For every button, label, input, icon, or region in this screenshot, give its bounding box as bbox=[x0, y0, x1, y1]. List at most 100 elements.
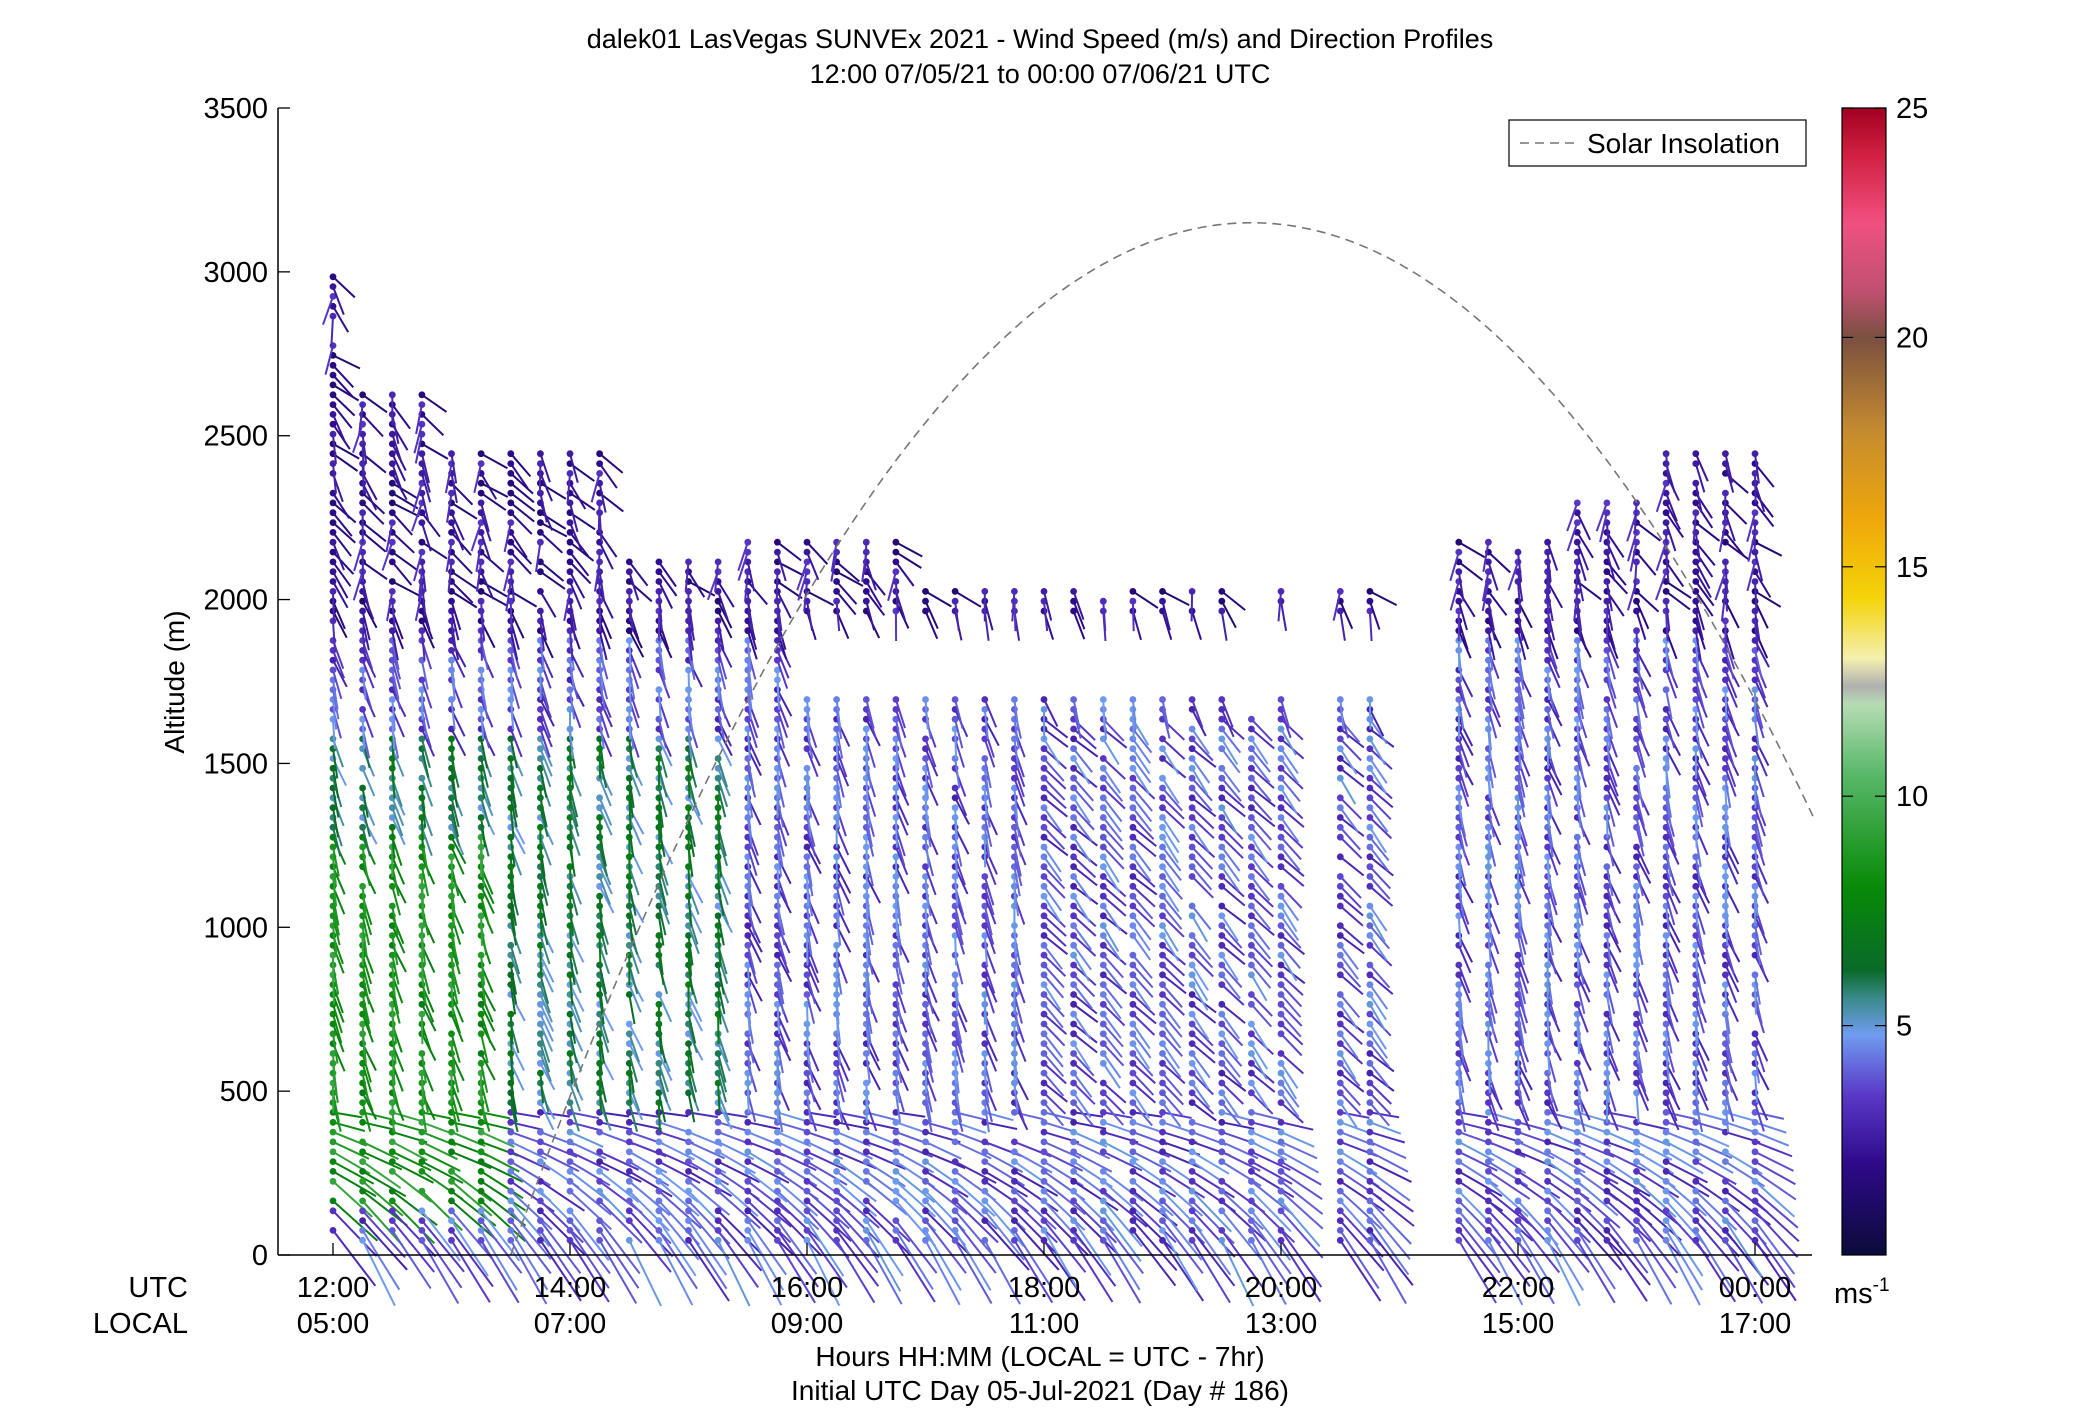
wind-barb-dot bbox=[655, 1148, 663, 1156]
wind-barb-shaft bbox=[830, 551, 838, 582]
wind-barb-shaft bbox=[835, 915, 842, 946]
wind-barb-shaft bbox=[539, 758, 552, 788]
wind-barb-shaft bbox=[1369, 1072, 1395, 1092]
wind-barb-shaft bbox=[450, 1092, 461, 1123]
wind-barb-shaft bbox=[420, 748, 430, 779]
wind-barb-shaft bbox=[806, 827, 817, 857]
wind-barb-dot bbox=[329, 951, 337, 959]
wind-barb-shaft bbox=[924, 1043, 933, 1074]
wind-barb-shaft bbox=[569, 787, 579, 818]
wind-barb-shaft bbox=[539, 1239, 582, 1302]
wind-barb-shaft bbox=[1102, 934, 1122, 961]
wind-barb-shaft bbox=[954, 1023, 964, 1054]
wind-barb-dot bbox=[951, 1207, 959, 1215]
wind-barb-dot bbox=[359, 391, 366, 399]
wind-barb-dot bbox=[329, 548, 337, 556]
wind-barb-dot bbox=[566, 1177, 574, 1185]
wind-barb-shaft bbox=[509, 1073, 515, 1104]
wind-barb-dot bbox=[1336, 774, 1344, 782]
wind-barb-shaft bbox=[480, 1229, 518, 1291]
wind-barb-dot bbox=[922, 755, 929, 762]
wind-barb-dot bbox=[744, 1207, 752, 1215]
wind-barb-shaft bbox=[539, 787, 544, 818]
wind-barb-dot bbox=[507, 519, 515, 526]
wind-barb-dot bbox=[477, 1236, 485, 1244]
wind-barb-shaft bbox=[1132, 590, 1159, 609]
wind-barb-dot bbox=[596, 499, 603, 507]
wind-barb-shaft bbox=[569, 1003, 583, 1033]
wind-barb-shaft bbox=[391, 492, 419, 510]
wind-barb-shaft bbox=[539, 994, 553, 1023]
wind-barb-shaft bbox=[332, 492, 351, 519]
wind-barb-shaft bbox=[657, 817, 661, 848]
wind-barb-shaft bbox=[1043, 1200, 1085, 1246]
wind-barb-dot bbox=[1070, 863, 1077, 871]
wind-barb-shaft bbox=[1132, 1219, 1178, 1272]
wind-barb-shaft bbox=[687, 896, 693, 927]
wind-barb-shaft bbox=[836, 1150, 877, 1170]
wind-barb-dot bbox=[1099, 794, 1107, 802]
wind-barb-dot bbox=[537, 1197, 544, 1205]
wind-barb-dot bbox=[1218, 981, 1226, 988]
wind-barb-shaft bbox=[1102, 836, 1124, 861]
wind-barb-dot bbox=[1366, 774, 1374, 782]
wind-barb-shaft bbox=[1043, 1111, 1074, 1121]
wind-barb-shaft bbox=[480, 758, 489, 788]
wind-barb-dot bbox=[1099, 1040, 1107, 1047]
wind-barb-dot bbox=[507, 1227, 515, 1234]
wind-barb-shaft bbox=[509, 640, 521, 670]
wind-barb-dot bbox=[566, 1168, 574, 1175]
wind-barb-shaft bbox=[539, 473, 553, 502]
wind-barb-dot bbox=[1129, 1168, 1137, 1175]
wind-barb-dot bbox=[566, 686, 574, 694]
wind-barb-shaft bbox=[361, 994, 371, 1025]
wind-barb-shaft bbox=[1458, 1111, 1489, 1119]
wind-barb-shaft bbox=[954, 1210, 997, 1260]
wind-barb-dot bbox=[1070, 991, 1077, 998]
wind-barb-dot bbox=[596, 1187, 603, 1195]
wind-barb-dot bbox=[744, 1118, 752, 1126]
wind-barb-dot bbox=[625, 637, 633, 644]
wind-barb-shaft bbox=[687, 1003, 703, 1032]
wind-barb-shaft bbox=[332, 512, 353, 537]
wind-barb-shaft bbox=[776, 1013, 791, 1042]
wind-barb-shaft bbox=[569, 1170, 611, 1203]
wind-barb-dot bbox=[1277, 1168, 1285, 1175]
wind-barb-dot bbox=[1277, 794, 1285, 802]
wind-barb-dot bbox=[1040, 991, 1048, 998]
wind-barb-dot bbox=[1040, 1177, 1048, 1185]
wind-barb-shaft bbox=[332, 374, 354, 398]
wind-barb-shaft bbox=[1102, 846, 1125, 870]
wind-barb-dot bbox=[625, 1217, 633, 1224]
wind-barb-dot bbox=[566, 1099, 574, 1106]
wind-barb-shaft bbox=[954, 1239, 993, 1305]
wind-barb-dot bbox=[477, 794, 485, 802]
wind-barb-dot bbox=[566, 1010, 574, 1018]
wind-barb-dot bbox=[922, 1148, 929, 1156]
wind-barb-shaft bbox=[450, 807, 460, 838]
wind-barb-shaft bbox=[776, 827, 785, 857]
wind-barb-dot bbox=[1040, 1118, 1048, 1126]
wind-barb-dot bbox=[507, 1207, 515, 1215]
wind-barb-shaft bbox=[628, 944, 640, 975]
wind-barb-dot bbox=[537, 784, 544, 792]
wind-barb-dot bbox=[537, 509, 544, 517]
wind-barb-dot bbox=[1129, 814, 1137, 821]
wind-barb-shaft bbox=[332, 876, 338, 907]
wind-barb-shaft bbox=[480, 1033, 489, 1064]
wind-barb-shaft bbox=[332, 531, 352, 557]
wind-barb-dot bbox=[1099, 1010, 1107, 1018]
wind-barb-shaft bbox=[480, 492, 507, 511]
wind-barb-dot bbox=[1129, 843, 1137, 851]
wind-barb-dot bbox=[1544, 1217, 1551, 1224]
wind-barb-shaft bbox=[1517, 1053, 1520, 1084]
wind-barb-dot bbox=[714, 706, 722, 713]
wind-barb-dot bbox=[537, 538, 544, 546]
wind-barb-shaft bbox=[776, 659, 789, 689]
wind-barb-shaft bbox=[1340, 1111, 1370, 1119]
wind-barb-dot bbox=[1159, 922, 1166, 929]
wind-barb-dot bbox=[655, 1207, 663, 1215]
wind-barb-dot bbox=[537, 450, 544, 458]
wind-barb-dot bbox=[833, 597, 840, 605]
wind-barb-dot bbox=[1336, 588, 1344, 595]
